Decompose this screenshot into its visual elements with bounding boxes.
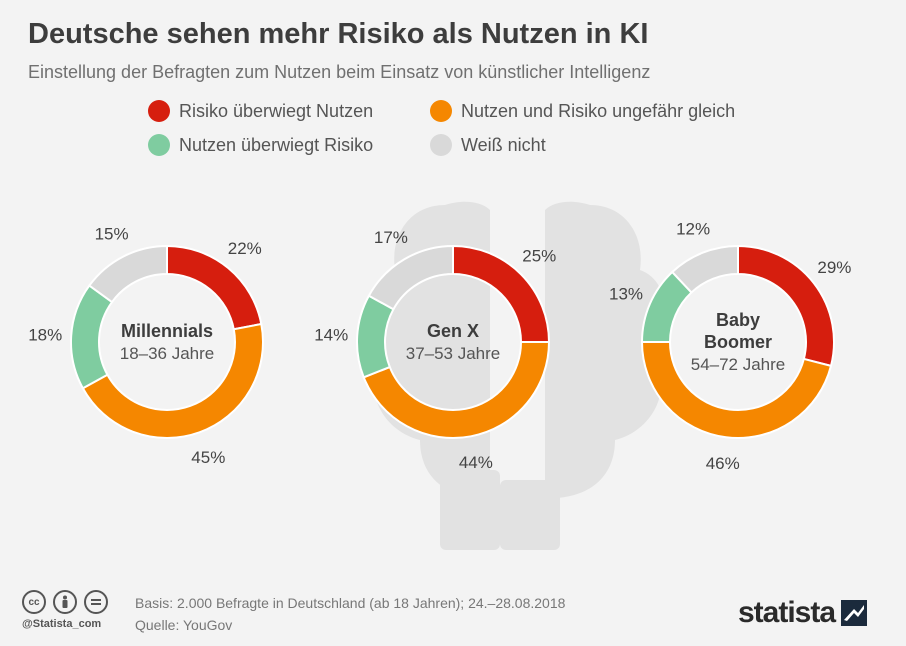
baby-boomer-slice-unknown	[670, 244, 739, 294]
gen-x-label-benefit: 14%	[314, 325, 348, 344]
legend-item-benefit: Nutzen überwiegt Risiko	[148, 134, 430, 156]
legend-swatch-risk	[148, 100, 170, 122]
basis-note: Basis: 2.000 Befragte in Deutschland (ab…	[135, 595, 566, 611]
millennials-slice-risk	[166, 244, 263, 331]
source-note: Quelle: YouGov	[135, 617, 233, 633]
millennials-slice-benefit	[70, 284, 114, 390]
legend-swatch-unknown	[430, 134, 452, 156]
gen-x-center-label: Gen X	[427, 321, 479, 341]
baby-boomer-slice-equal	[640, 341, 833, 439]
millennials-slice-unknown	[87, 244, 168, 304]
baby-boomer-label-unknown: 12%	[676, 220, 710, 239]
legend-label-unknown: Weiß nicht	[461, 134, 546, 155]
baby-boomer-label-risk: 29%	[817, 258, 851, 277]
legend-swatch-benefit	[148, 134, 170, 156]
gen-x-slice-equal	[362, 341, 551, 439]
baby-boomer-label-equal: 46%	[706, 454, 740, 473]
millennials-age-range: 18–36 Jahre	[120, 344, 215, 363]
legend-swatch-equal	[430, 100, 452, 122]
gen-x-label-risk: 25%	[522, 247, 556, 266]
brand-name: statista	[738, 596, 836, 629]
millennials-label-benefit: 18%	[28, 325, 62, 344]
millennials-label-equal: 45%	[191, 448, 225, 467]
by-icon	[53, 590, 77, 614]
legend: Risiko überwiegt Nutzen Nutzen und Risik…	[148, 100, 760, 156]
cc-icon: cc	[22, 590, 46, 614]
legend-label-risk: Risiko überwiegt Nutzen	[179, 100, 374, 121]
legend-item-equal: Nutzen und Risiko ungefähr gleich	[430, 100, 760, 122]
gen-x-label-equal: 44%	[459, 453, 493, 472]
page-title: Deutsche sehen mehr Risiko als Nutzen in…	[28, 18, 649, 50]
gen-x-label-unknown: 17%	[374, 228, 408, 247]
millennials-slice-equal	[81, 322, 264, 439]
legend-item-unknown: Weiß nicht	[430, 134, 760, 156]
legend-label-benefit: Nutzen überwiegt Risiko	[179, 134, 374, 155]
baby-boomer-center-label: Boomer	[704, 332, 772, 352]
statista-mark-icon	[841, 600, 868, 626]
legend-item-risk: Risiko überwiegt Nutzen	[148, 100, 430, 122]
millennials-center-label: Millennials	[121, 321, 213, 341]
baby-boomer-age-range: 54–72 Jahre	[691, 355, 786, 374]
baby-boomer-label-benefit: 13%	[609, 285, 643, 304]
millennials-label-unknown: 15%	[95, 224, 129, 243]
legend-label-equal: Nutzen und Risiko ungefähr gleich	[461, 100, 736, 121]
gen-x-age-range: 37–53 Jahre	[406, 344, 501, 363]
statista-handle[interactable]: @Statista_com	[22, 618, 102, 630]
gen-x-slice-unknown	[367, 244, 454, 311]
license-icons: cc	[22, 590, 108, 614]
nd-icon	[84, 590, 108, 614]
statista-logo[interactable]: statista	[738, 596, 868, 630]
page-subtitle: Einstellung der Befragten zum Nutzen bei…	[28, 62, 651, 82]
source-notes: Basis: 2.000 Befragte in Deutschland (ab…	[135, 592, 565, 636]
millennials-label-risk: 22%	[228, 239, 262, 258]
baby-boomer-center-label: Baby	[716, 310, 760, 330]
